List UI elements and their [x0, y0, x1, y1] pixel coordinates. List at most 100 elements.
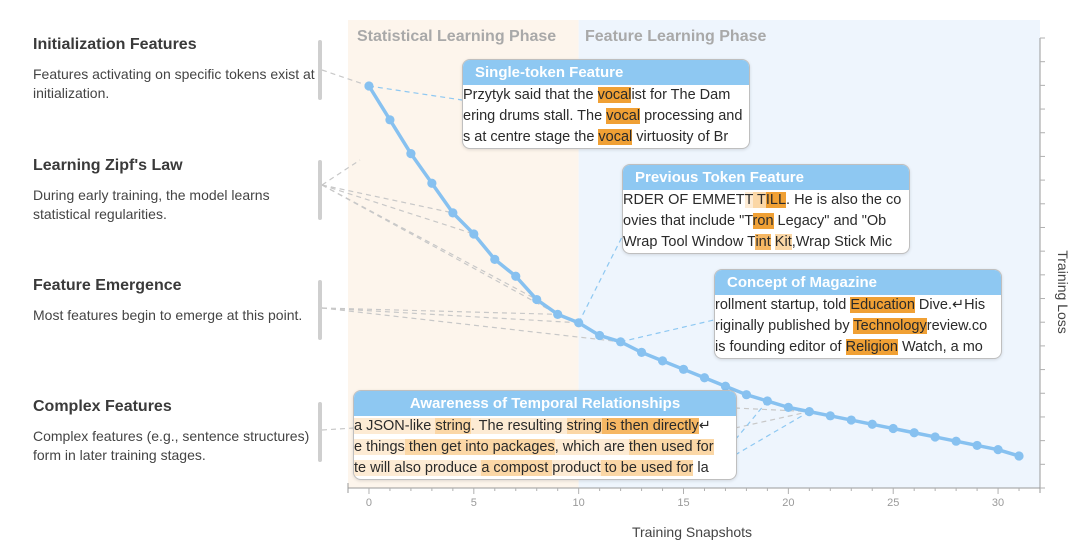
loss-point — [678, 364, 689, 374]
token: te will also produce — [354, 460, 482, 476]
token: review.co — [926, 318, 988, 334]
token: la — [693, 460, 709, 476]
token: Przytyk said that the — [463, 87, 598, 103]
x-tick-label: 30 — [992, 497, 1004, 509]
loss-point — [427, 178, 437, 188]
token: . The resulting — [470, 418, 567, 434]
feature-phase-label: Feature Learning Phase — [585, 28, 767, 45]
connector-line — [321, 184, 453, 214]
statistical-phase-label: Statistical Learning Phase — [357, 28, 557, 45]
token: riginally published by — [715, 318, 854, 334]
connector-lines — [321, 69, 810, 456]
token: then used for — [628, 439, 714, 455]
card-text-line: ering drums stall. The vocal processing … — [463, 106, 749, 127]
loss-series — [364, 81, 1024, 461]
card-text-line: riginally published by Technologyreview.… — [715, 316, 1001, 337]
loss-point — [720, 381, 731, 391]
section-divider — [318, 402, 322, 462]
token: a compost — [481, 460, 553, 476]
loss-point — [741, 390, 752, 400]
connector-line — [578, 236, 623, 324]
card-title: Awareness of Temporal Relationships — [354, 391, 736, 416]
token: , which are — [554, 439, 629, 455]
y-axis-label: Training Loss — [1055, 250, 1071, 334]
token: Kit — [774, 234, 792, 250]
card-text-line: ovies that include "Tron Legacy" and "Ob — [623, 211, 909, 232]
token: processing and — [640, 108, 743, 124]
token: Legacy" and "Ob — [773, 213, 887, 229]
card-text-line: s at centre stage the vocal virtuosity o… — [463, 127, 749, 148]
token: ,Wrap Stick Mic — [791, 234, 893, 250]
card-text-line: Przytyk said that the vocalist for The D… — [463, 85, 749, 106]
card-body: RDER OF EMMETT TILL. He is also the co ov… — [623, 190, 909, 253]
loss-point — [490, 254, 500, 264]
loss-point — [804, 407, 814, 417]
loss-point — [385, 115, 395, 125]
loss-point — [993, 445, 1003, 455]
token: Wrap Tool Window T — [623, 234, 756, 250]
card-previous-token-feature: Previous Token Feature RDER OF EMMETT TI… — [622, 164, 910, 254]
section-description: During early training, the model learns … — [33, 187, 270, 222]
card-concept-of-magazine: Concept of Magazine rollment startup, to… — [714, 269, 1002, 359]
card-text-line: Wrap Tool Window Tint Kit,Wrap Stick Mic — [623, 232, 909, 253]
card-body: rollment startup, told Education Dive.↵H… — [715, 295, 1001, 358]
loss-point — [867, 419, 877, 429]
card-body: a JSON-like string. The resulting string… — [354, 416, 736, 479]
section-title: Feature Emergence — [33, 277, 182, 294]
loss-point — [595, 330, 605, 341]
x-tick-label: 0 — [366, 497, 372, 509]
connector-line — [368, 85, 463, 101]
section-divider — [318, 280, 322, 340]
card-body: Przytyk said that the vocalist for The D… — [463, 85, 749, 148]
section-title: Initialization Features — [33, 36, 197, 53]
section-title: Learning Zipf's Law — [33, 157, 183, 174]
section-description: Complex features (e.g., sentence structu… — [33, 428, 310, 463]
card-text-line: te will also produce a compost product t… — [354, 458, 736, 479]
card-text-line: rollment startup, told Education Dive.↵H… — [715, 295, 1001, 316]
loss-point — [406, 149, 416, 159]
loss-point — [469, 229, 479, 239]
x-tick-label: 10 — [573, 497, 585, 509]
card-text-line: RDER OF EMMETT TILL. He is also the co — [623, 190, 909, 211]
loss-point — [448, 208, 458, 218]
section-description: Most features begin to emerge at this po… — [33, 307, 303, 323]
loss-point — [574, 318, 584, 328]
loss-point — [636, 347, 647, 357]
card-title: Previous Token Feature — [623, 165, 909, 190]
section-description: Features activating on specific tokens e… — [33, 66, 315, 101]
token: ↵ — [698, 418, 711, 434]
token: e things — [354, 439, 405, 455]
token: is founding editor of — [715, 339, 846, 355]
loss-point — [888, 423, 898, 434]
axes: 0 5 10 15 20 25 30 — [347, 37, 1045, 509]
token: ering drums stall. The — [463, 108, 607, 124]
loss-point — [699, 373, 710, 383]
connector-line — [734, 407, 810, 413]
token: a JSON-like — [354, 418, 436, 434]
card-text-line: is founding editor of Religion Watch, a … — [715, 337, 1001, 358]
card-text-line: a JSON-like string. The resulting string… — [354, 416, 736, 437]
x-tick-label: 5 — [471, 497, 477, 509]
token: ovies that include "T — [623, 213, 753, 229]
loss-point — [553, 309, 563, 319]
x-tick-label: 15 — [677, 497, 689, 509]
loss-point — [951, 436, 961, 446]
token: s at centre stage the — [463, 129, 599, 145]
connector-line — [321, 307, 558, 315]
token: Technology — [853, 318, 927, 334]
loss-point — [364, 81, 374, 91]
loss-point — [616, 337, 626, 347]
token: RDER OF EMMET — [623, 192, 745, 208]
loss-point — [846, 415, 856, 425]
card-title: Single-token Feature — [463, 60, 749, 85]
section-divider — [318, 160, 322, 220]
loss-point — [972, 440, 982, 451]
x-tick-label: 20 — [782, 497, 794, 509]
token: T — [753, 192, 766, 208]
loss-point — [930, 432, 940, 442]
token: Religion — [845, 339, 898, 355]
x-tick-label: 25 — [887, 497, 899, 509]
token: product — [552, 460, 601, 476]
loss-point — [1014, 451, 1024, 461]
card-text-line: e things then get into packages, which a… — [354, 437, 736, 458]
